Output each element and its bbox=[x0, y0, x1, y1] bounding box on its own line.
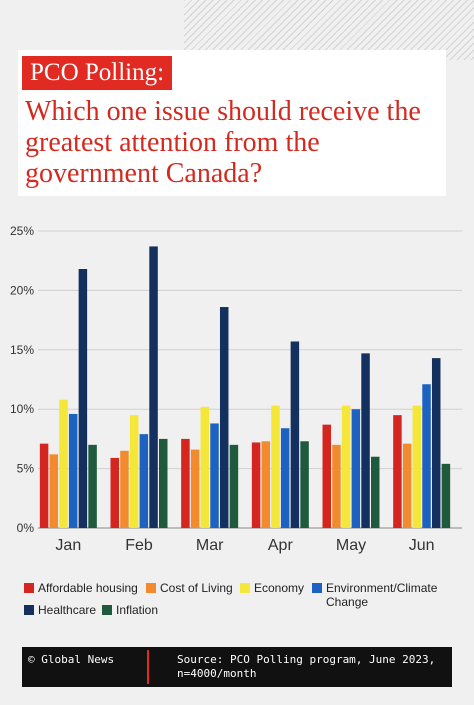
bar bbox=[159, 438, 168, 528]
bar bbox=[59, 399, 68, 528]
footer-bar: © Global News Source: PCO Polling progra… bbox=[22, 647, 452, 687]
legend-swatch bbox=[102, 605, 112, 615]
title-tag: PCO Polling: bbox=[22, 56, 173, 90]
footer-divider bbox=[147, 650, 149, 684]
legend-label: Economy bbox=[254, 581, 305, 595]
credit-text: © Global News bbox=[28, 653, 115, 666]
legend-swatch bbox=[240, 583, 250, 593]
source-text: Source: PCO Polling program, June 2023, … bbox=[177, 653, 436, 680]
x-tick-label: Apr bbox=[268, 537, 294, 554]
x-tick-label: Jan bbox=[55, 537, 81, 554]
bar bbox=[322, 424, 331, 528]
bar bbox=[431, 358, 441, 528]
bar bbox=[200, 406, 210, 528]
y-tick-label: 0% bbox=[17, 521, 35, 535]
x-tick-label: Mar bbox=[196, 537, 224, 554]
legend-item-inflation: Inflation bbox=[102, 603, 158, 617]
bar bbox=[402, 443, 412, 528]
legend-label: Inflation bbox=[116, 603, 159, 617]
bar bbox=[49, 454, 59, 528]
bar bbox=[351, 409, 361, 528]
y-tick-label: 20% bbox=[10, 283, 34, 297]
bar bbox=[271, 405, 280, 528]
bar bbox=[78, 269, 88, 528]
bar bbox=[190, 449, 200, 528]
bar bbox=[110, 457, 119, 528]
bar bbox=[39, 443, 49, 528]
bar bbox=[129, 415, 139, 528]
x-tick-label: May bbox=[336, 537, 366, 554]
bar bbox=[210, 423, 219, 528]
bar bbox=[300, 441, 309, 528]
bar bbox=[361, 353, 370, 528]
bar bbox=[393, 415, 402, 528]
bar-chart: 0% 5% 10% 15% 20% 25% Jan Feb Mar Apr May Jun bbox=[10, 224, 462, 554]
bar bbox=[412, 405, 422, 528]
bar bbox=[251, 442, 261, 528]
header-card: PCO Polling: Which one issue should rece… bbox=[18, 50, 446, 196]
x-tick-label: Jun bbox=[409, 537, 435, 554]
legend-item-healthcare: Healthcare bbox=[24, 603, 96, 617]
bar bbox=[139, 434, 149, 528]
legend-swatch bbox=[24, 605, 34, 615]
bar bbox=[341, 405, 351, 528]
bar bbox=[371, 456, 380, 528]
bar bbox=[229, 444, 239, 528]
bar bbox=[68, 413, 78, 528]
bar bbox=[290, 341, 300, 528]
legend-item-economy: Economy bbox=[240, 581, 304, 595]
legend-swatch bbox=[24, 583, 34, 593]
y-tick-label: 25% bbox=[10, 224, 34, 238]
bar bbox=[88, 444, 97, 528]
legend-item-affordable-housing: Affordable housing bbox=[24, 581, 138, 595]
page-title: Which one issue should receive the great… bbox=[25, 96, 421, 189]
x-tick-label: Feb bbox=[125, 537, 153, 554]
chart-area: 0% 5% 10% 15% 20% 25% Jan Feb Mar Apr May Jun bbox=[0, 215, 474, 560]
legend-item-environment: Environment/Climate Change bbox=[312, 581, 442, 609]
legend-label: Healthcare bbox=[38, 603, 97, 617]
bar bbox=[441, 463, 451, 528]
legend-swatch bbox=[146, 583, 156, 593]
bar bbox=[280, 428, 290, 528]
bar bbox=[332, 444, 341, 528]
legend-label: Environment/Climate Change bbox=[326, 581, 438, 609]
legend-label: Cost of Living bbox=[160, 581, 233, 595]
bar bbox=[422, 384, 431, 528]
y-tick-label: 5% bbox=[17, 462, 35, 476]
legend-swatch bbox=[312, 583, 322, 593]
y-tick-label: 10% bbox=[10, 402, 34, 416]
bar bbox=[149, 246, 158, 528]
y-tick-label: 15% bbox=[10, 343, 34, 357]
bar bbox=[219, 307, 229, 528]
legend-item-cost-of-living: Cost of Living bbox=[146, 581, 233, 595]
bar bbox=[181, 438, 190, 528]
bar bbox=[120, 450, 129, 528]
bar bbox=[261, 441, 271, 528]
legend-label: Affordable housing bbox=[38, 581, 138, 595]
